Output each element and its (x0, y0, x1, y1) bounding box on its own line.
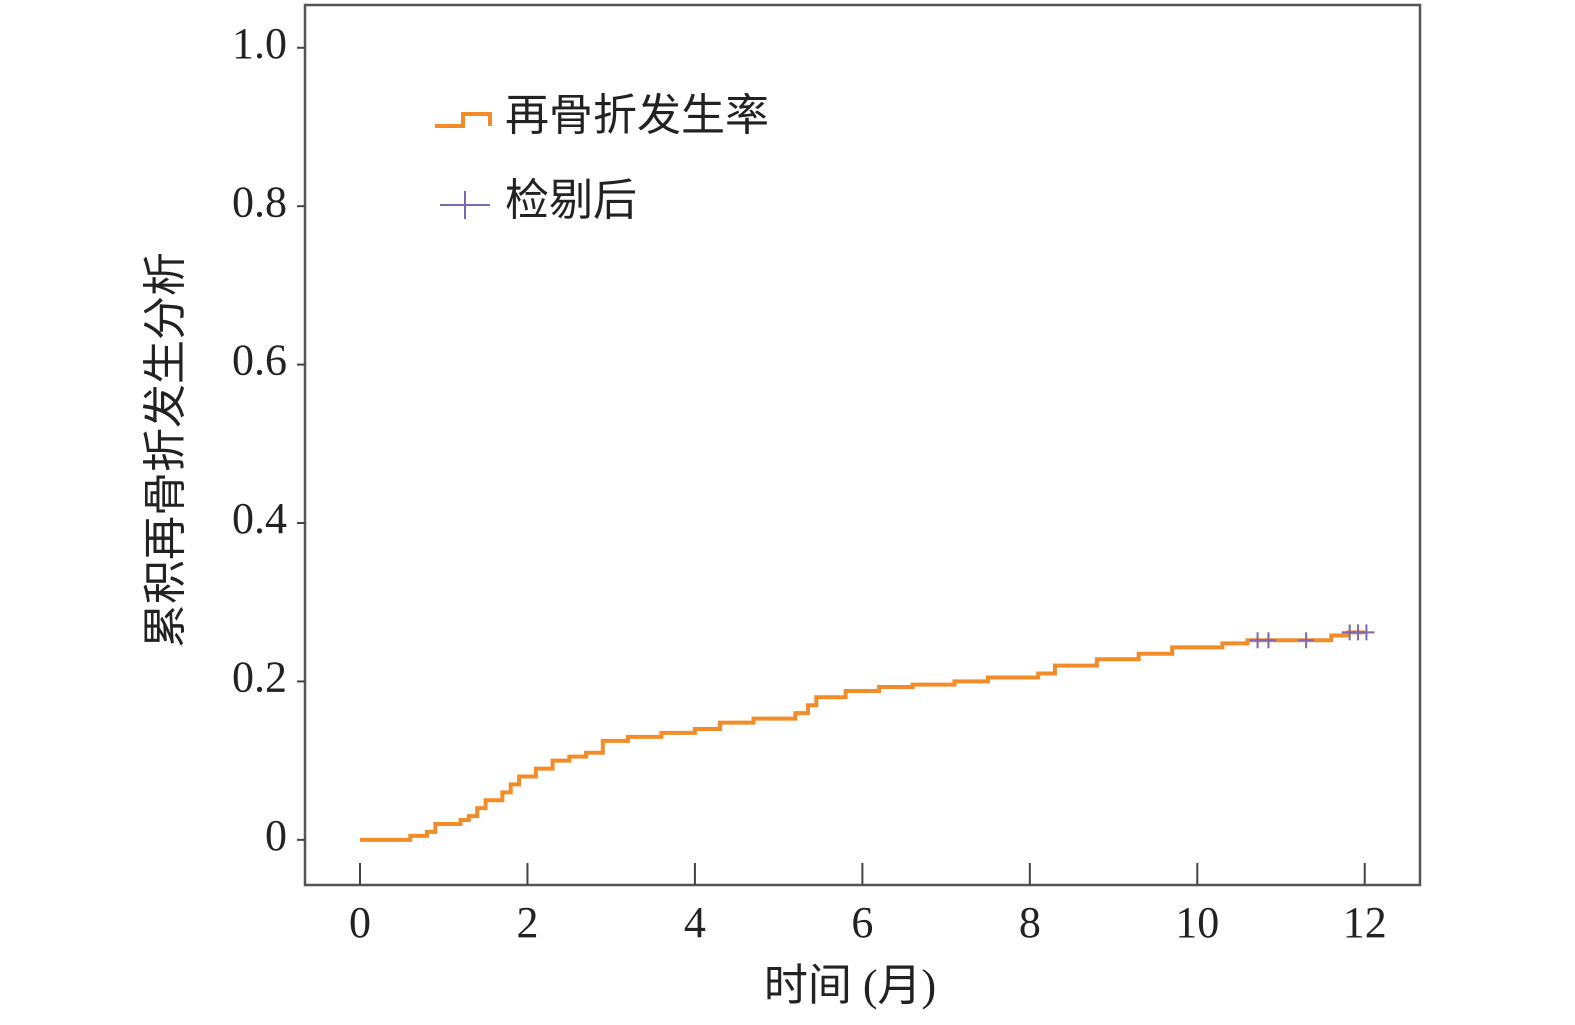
x-tick-label: 2 (516, 898, 538, 947)
y-tick-label: 1.0 (232, 19, 287, 68)
x-tick-label: 10 (1175, 898, 1219, 947)
censor-mark (1260, 632, 1277, 649)
legend-symbol (435, 112, 492, 128)
y-tick-label: 0.8 (232, 177, 287, 226)
x-tick-label: 6 (851, 898, 873, 947)
y-axis-label: 累积再骨折发生分析 (141, 252, 190, 648)
y-tick-label: 0.6 (232, 336, 287, 385)
plot-frame (303, 3, 1422, 887)
censor-mark (1298, 632, 1315, 649)
x-tick-label: 4 (684, 898, 706, 947)
y-tick-label: 0.2 (232, 653, 287, 702)
x-tick-label: 0 (349, 898, 371, 947)
censor-mark (1358, 624, 1375, 641)
legend-label: 再骨折发生率 (505, 91, 769, 140)
y-tick-label: 0.4 (232, 494, 287, 543)
legend-symbol (440, 191, 490, 219)
y-tick-label: 0 (265, 811, 287, 860)
x-tick-label: 12 (1343, 898, 1387, 947)
x-axis-label: 时间 (月) (764, 961, 936, 1010)
legend-label: 检剔后 (505, 176, 637, 225)
x-tick-label: 8 (1019, 898, 1041, 947)
km-curve (360, 630, 1365, 842)
